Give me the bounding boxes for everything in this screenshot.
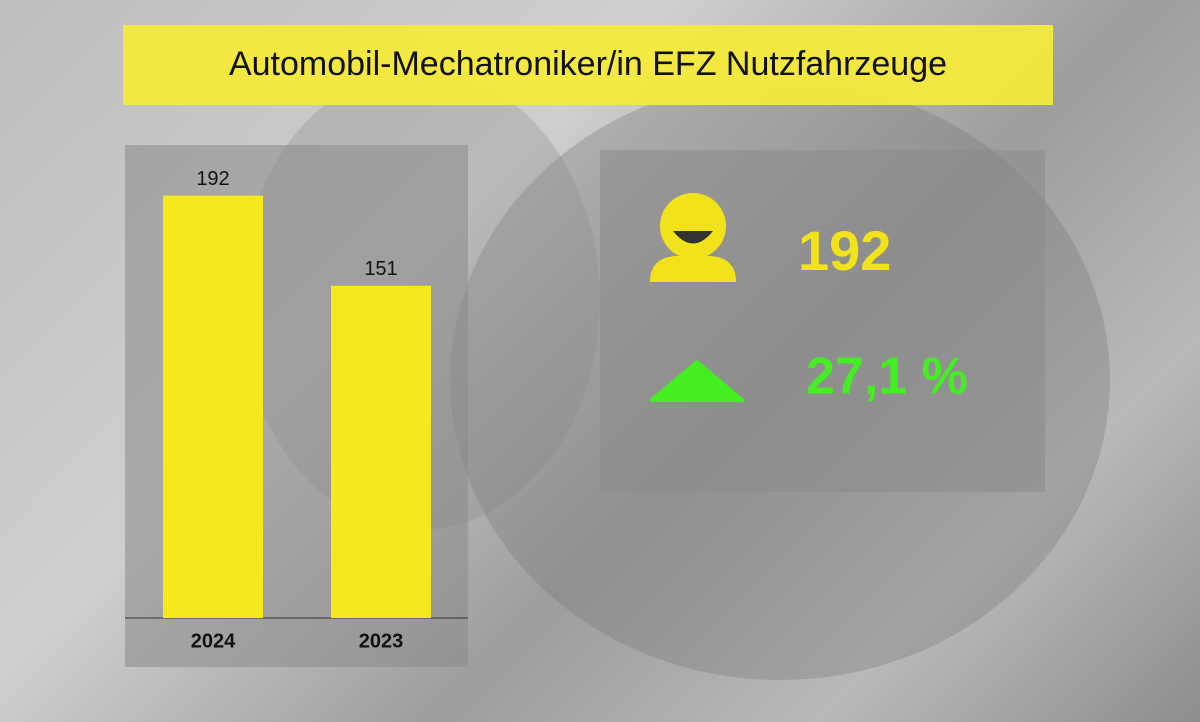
up-arrow: [650, 360, 744, 402]
kpi-change: 27,1 %: [806, 348, 968, 406]
chart-title: Automobil-Mechatroniker/in EFZ Nutzfahrz…: [229, 45, 947, 83]
bar: [331, 285, 431, 618]
person-icon: [650, 193, 736, 282]
x-tick-label: 2023: [359, 630, 404, 652]
title-box: [123, 25, 1053, 105]
x-tick-label: 2024: [191, 630, 236, 652]
data-label: 151: [364, 258, 397, 280]
bar: [163, 195, 263, 618]
data-label: 192: [196, 168, 229, 190]
kpi-count: 192: [798, 219, 891, 282]
kpi-panel: [600, 150, 1045, 492]
